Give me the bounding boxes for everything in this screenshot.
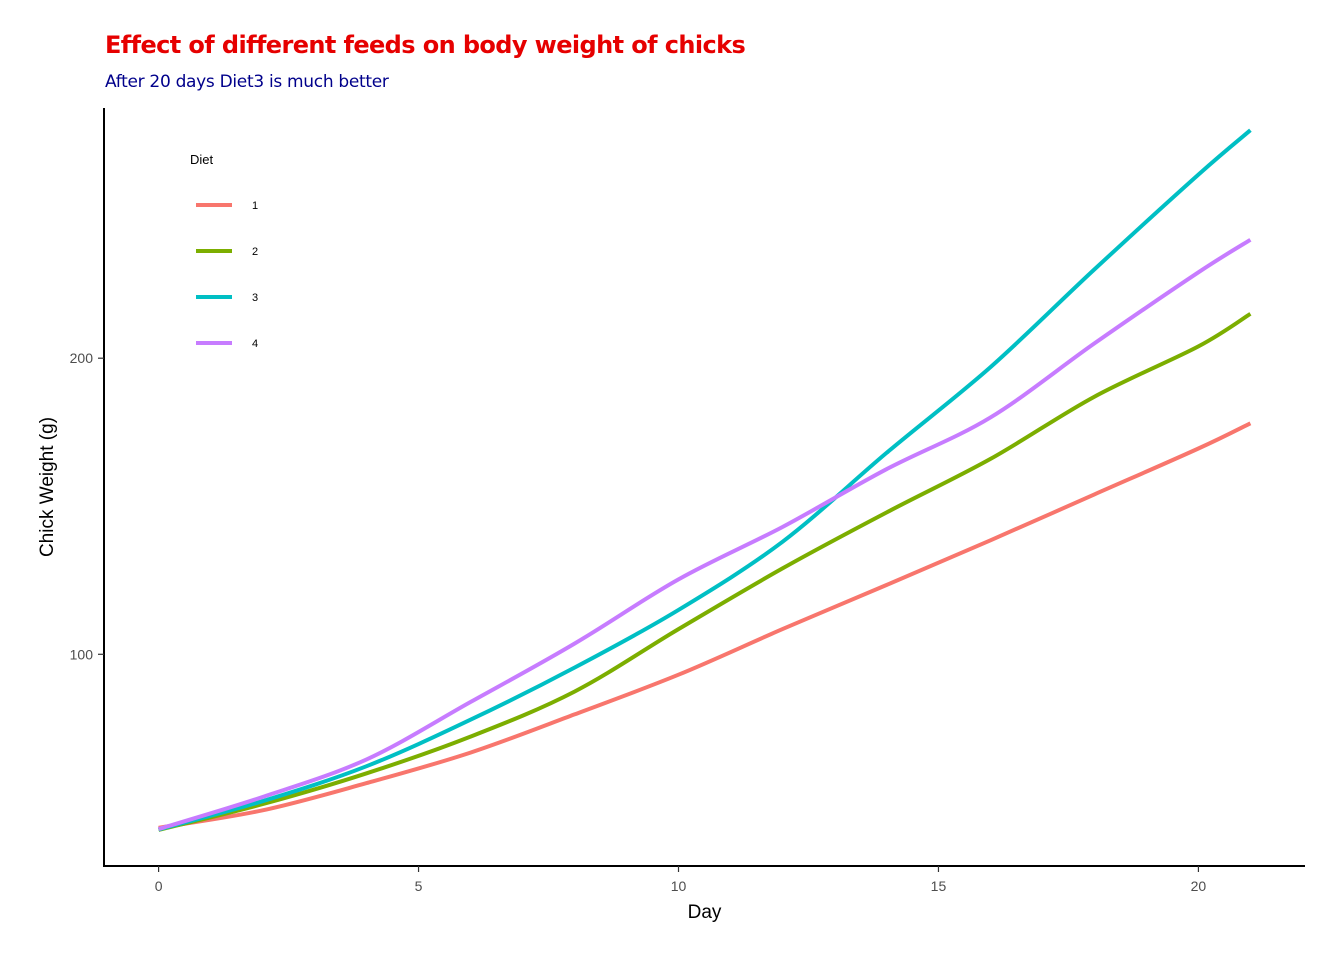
legend-label-diet-2: 2: [252, 246, 258, 258]
x-axis-title: Day: [688, 902, 722, 923]
y-axis-title: Chick Weight (g): [37, 417, 58, 557]
series-line-diet-1: [158, 421, 1252, 830]
legend: Diet 1 2 3 4: [190, 152, 258, 350]
chart-title: Effect of different feeds on body weight…: [105, 31, 746, 59]
plot-lines: [158, 128, 1252, 832]
x-tick-label: 15: [931, 878, 947, 894]
y-tick-label: 100: [70, 646, 94, 662]
y-tick-label: 200: [70, 350, 94, 366]
legend-label-diet-1: 1: [252, 200, 258, 212]
series-line-diet-2: [158, 312, 1252, 832]
legend-label-diet-4: 4: [252, 338, 258, 350]
series-line-diet-4: [158, 238, 1252, 831]
x-tick-label: 5: [415, 878, 423, 894]
x-tick-label: 10: [671, 878, 687, 894]
legend-label-diet-3: 3: [252, 292, 258, 304]
x-tick-label: 20: [1191, 878, 1207, 894]
series-line-diet-3: [158, 128, 1252, 832]
x-tick-label: 0: [155, 878, 163, 894]
legend-title: Diet: [190, 152, 214, 167]
chart-subtitle: After 20 days Diet3 is much better: [105, 72, 389, 92]
axes: 0 5 10 15 20 100 200 Day Chick Weight (g): [37, 108, 1305, 923]
